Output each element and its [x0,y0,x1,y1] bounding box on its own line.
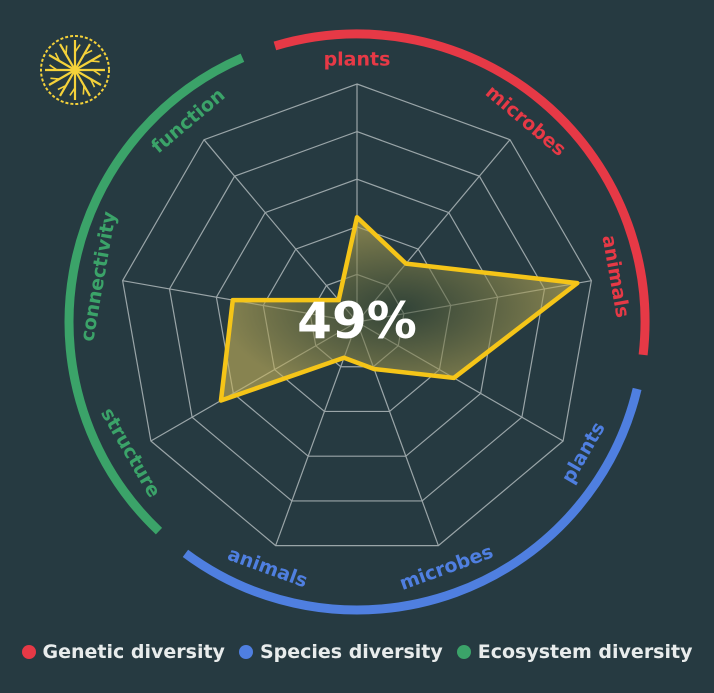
logo-branch [74,43,91,71]
data-series [218,215,580,403]
logo-twig [50,77,60,80]
legend-dot-icon [456,645,471,659]
logo-branch [74,69,91,97]
axis-label: function [147,84,229,158]
snowflake-tree-logo-icon [40,35,110,105]
axis-label: structure [96,404,165,501]
group-arcs [64,29,650,615]
legend: Genetic diversity Species diversity Ecosys… [0,641,714,663]
axis-label: animals [597,233,633,319]
logo-twig [92,69,101,76]
legend-item: Species diversity [238,641,443,663]
center-percentage: 49% [297,292,417,350]
group-arc [273,29,650,356]
logo-twig [83,49,93,56]
grid-spoke [203,139,358,323]
radar-chart: plantsmicrobesanimalsplantsmicrobesanima… [40,29,650,615]
logo-twig [82,85,85,95]
group-arc [182,387,642,615]
logo-twig [69,87,76,96]
group-arc [64,53,245,535]
logo-twig [89,78,96,88]
logo-ring [40,35,110,105]
legend-label: Ecosystem diversity [477,641,693,663]
logo-twig [90,60,100,63]
legend-item: Ecosystem diversity [456,641,693,663]
legend-item: Genetic diversity [21,641,225,663]
logo-branch [59,69,76,97]
legend-dot-icon [21,645,36,659]
series-polygon [218,215,580,403]
axis-label: plants [324,49,391,71]
legend-label: Genetic diversity [42,641,225,663]
legend-label: Species diversity [259,641,443,663]
logo-twig [65,45,68,55]
grid-ring [215,178,499,457]
grid-ring [121,83,593,547]
legend-dot-icon [238,645,253,659]
logo-twig [49,64,58,71]
logo-branch [59,43,76,71]
grid-ring [168,130,546,502]
logo-branch [48,54,76,71]
logo-twig [54,52,61,62]
logo-twig [57,84,67,91]
logo-twig [74,44,81,53]
logo-branch [74,54,102,71]
logo-branch [74,69,102,86]
logo-branch [48,69,76,86]
